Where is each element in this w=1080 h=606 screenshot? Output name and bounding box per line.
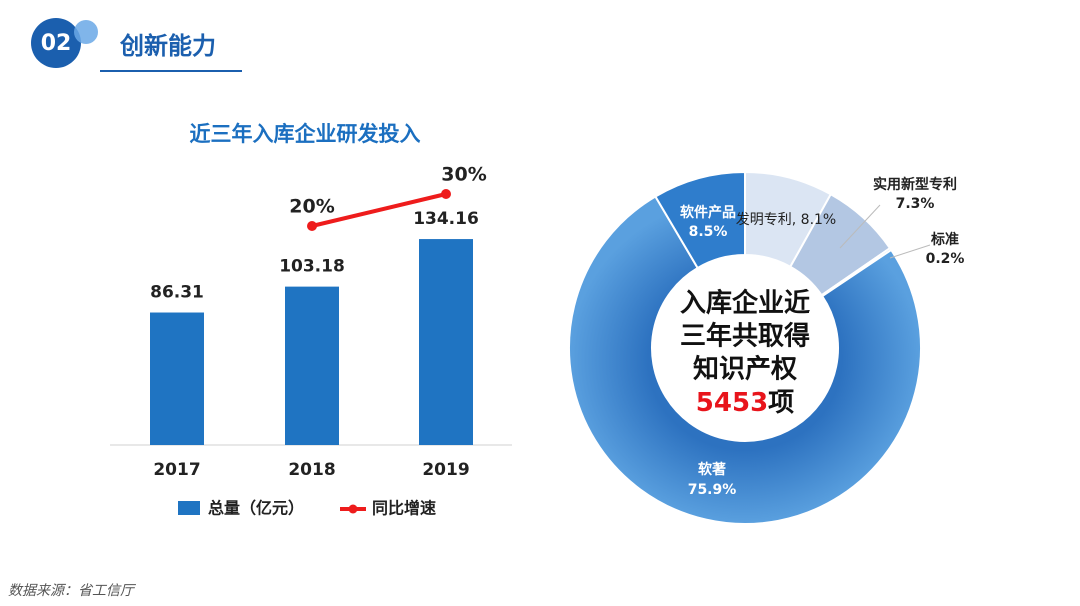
slice-label: 三年共取得 (680, 321, 810, 352)
data-label: 134.16 (413, 209, 479, 229)
line-label: 30% (441, 164, 486, 186)
slice-label: 发明专利, 8.1% (736, 212, 836, 228)
line-label: 20% (289, 196, 334, 218)
section-title: 创新能力 (119, 32, 216, 60)
legend-label: 总量（亿元） (208, 499, 304, 518)
badge (31, 18, 81, 68)
slice-label: 入库企业近 (680, 288, 810, 319)
badge-dot (74, 20, 98, 44)
bar (285, 286, 339, 445)
slice-label: 75.9% (688, 482, 737, 498)
legend-dot (348, 504, 358, 514)
slice-value: , 8.1% (792, 212, 836, 228)
section-number: 02 (41, 31, 72, 56)
slice-label: 软件产品 (680, 204, 736, 221)
chart-title: 近三年入库企业研发投入 (190, 122, 421, 146)
x-tick-label: 2018 (288, 460, 335, 480)
line-point (441, 189, 451, 199)
slice-label: 实用新型专利 (873, 176, 957, 193)
donut-slice (568, 195, 922, 525)
slice-label: 8.5% (689, 224, 728, 240)
slice-label: 7.3% (896, 196, 935, 212)
leader (839, 204, 881, 249)
data-label: 103.18 (279, 257, 345, 277)
x-tick-label: 2017 (153, 460, 200, 480)
donut-slice (654, 170, 746, 270)
data-label: 86.31 (150, 283, 204, 303)
center-unit: 项 (768, 388, 794, 418)
footer: 数据来源：省工信厅 (8, 583, 137, 599)
slice-name: 发明专利 (736, 212, 792, 228)
bar (150, 312, 204, 445)
slice-label: 0.2% (926, 251, 965, 267)
legend-label: 同比增速 (372, 499, 436, 518)
center-total: 5453项 (696, 388, 794, 418)
leader (889, 244, 931, 259)
slice-label: 软著 (698, 461, 726, 478)
slice-label: 知识产权 (693, 355, 797, 385)
x-tick-label: 2019 (422, 460, 469, 480)
center-value: 5453 (696, 388, 768, 418)
line-point (307, 221, 317, 231)
bar (419, 239, 473, 445)
line (311, 192, 447, 228)
legend-swatch (178, 501, 200, 515)
slice-label: 标准 (930, 231, 959, 248)
